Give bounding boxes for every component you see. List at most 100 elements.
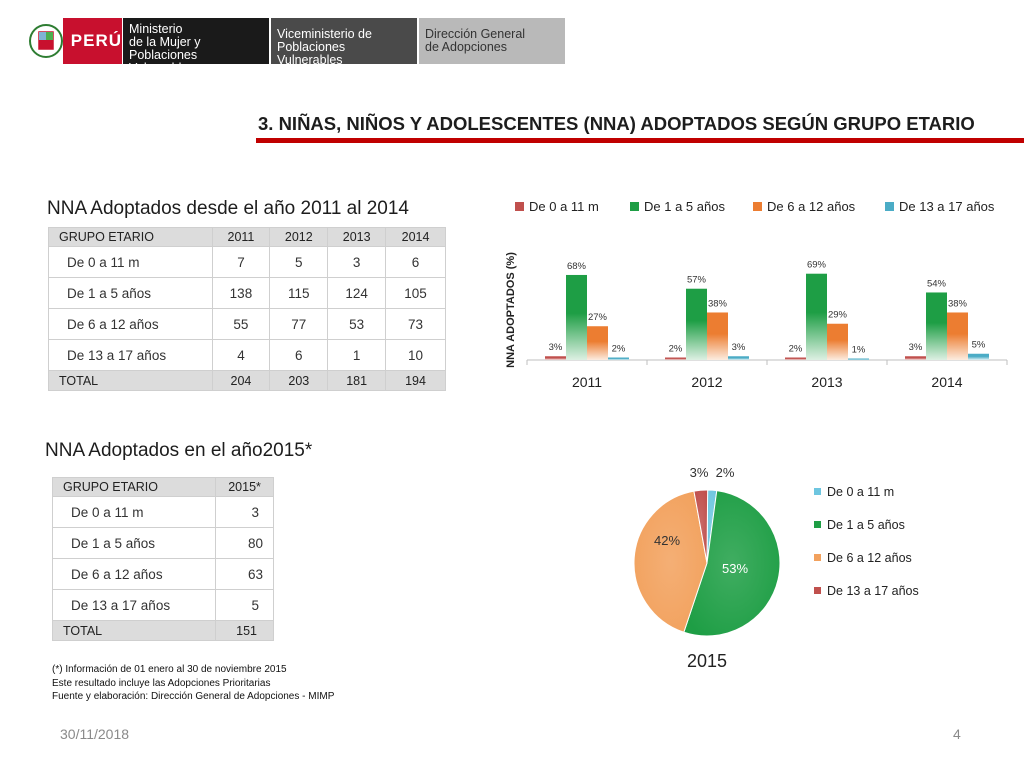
table-row: De 13 a 17 años 4 6 1 10 [48,339,446,371]
header-cell: GRUPO ETARIO [48,227,213,247]
pie-label: 3% [690,465,709,480]
row-label: De 13 a 17 años [51,589,217,621]
legend-label: De 6 a 12 años [827,551,912,565]
data-label: 3% [909,342,923,353]
ministry-line-3: Poblaciones Vulnerables [129,48,198,75]
total-label: TOTAL [48,370,213,391]
row-label: De 0 a 11 m [48,246,213,278]
data-label: 2% [669,343,683,354]
cell: 105 [385,277,446,309]
peru-logo-text: PERÚ [70,31,122,50]
page-title: 3. NIÑAS, NIÑOS Y ADOLESCENTES (NNA) ADO… [258,113,975,134]
table-header-row: GRUPO ETARIO 2011 2012 2013 2014 [48,227,446,247]
total-cell: 151 [215,620,274,641]
peru-logo: PERÚ [26,18,122,64]
data-label: 54% [927,278,947,289]
bar-chart-2011-2014: De 0 a 11 m De 1 a 5 años De 6 a 12 años De… [505,199,1008,390]
cell: 5 [269,246,329,278]
data-label: 27% [588,312,608,323]
bar [806,273,827,360]
header-cell: 2013 [327,227,387,247]
title-underline [256,138,1024,143]
pie-slice [633,490,708,633]
legend-label: De 0 a 11 m [529,199,599,214]
footer-date: 30/11/2018 [60,726,130,742]
cell: 5 [215,589,274,621]
cell: 3 [327,246,387,278]
row-label: De 6 a 12 años [51,558,217,590]
cell: 7 [211,246,271,278]
bar [968,353,989,360]
footnote-line-3: Fuente y elaboración: Dirección General … [52,691,335,702]
row-label: De 13 a 17 años [48,339,213,371]
ministry-line-2: de la Mujer y [129,35,201,49]
cell: 55 [211,308,271,340]
cell: 115 [269,277,329,309]
footnote-line-1: (*) Información de 01 enero al 30 de nov… [52,664,287,675]
table-row: De 13 a 17 años 5 [51,589,274,621]
total-cell: 204 [211,370,271,391]
row-label: De 0 a 11 m [51,496,217,528]
table-total-row: TOTAL 151 [51,620,274,641]
legend-swatch [814,587,821,594]
header-cell: 2012 [269,227,329,247]
pie-label: 2% [716,465,735,480]
data-label: 38% [708,298,728,309]
direction-label: Dirección General de Adopciones [419,18,565,64]
cell: 3 [215,496,274,528]
legend-label: De 1 a 5 años [827,518,905,532]
data-label: 2% [789,343,803,354]
legend-label: De 0 a 11 m [827,485,894,499]
cell: 73 [385,308,446,340]
bar [587,326,608,360]
bar [545,356,566,360]
table-header-row: GRUPO ETARIO 2015* [51,477,274,497]
footnote: (*) Información de 01 enero al 30 de nov… [52,663,334,704]
bar [827,323,848,360]
x-tick-label: 2013 [811,374,842,390]
cell: 10 [385,339,446,371]
bar [785,357,806,360]
row-label: De 1 a 5 años [48,277,213,309]
table-row: De 6 a 12 años 55 77 53 73 [48,308,446,340]
ministry-label: Ministerio de la Mujer y Poblaciones Vul… [123,18,269,75]
cell: 124 [327,277,387,309]
data-label: 3% [549,342,563,353]
cell: 6 [385,246,446,278]
table1-title: NNA Adoptados desde el año 2011 al 2014 [47,198,409,219]
legend-label: De 1 a 5 años [644,199,725,214]
cell: 80 [215,527,274,559]
legend-label: De 13 a 17 años [827,584,919,598]
x-tick-label: 2012 [691,374,722,390]
header-cell: GRUPO ETARIO [51,477,217,497]
data-label: 57% [687,275,707,286]
table-total-row: TOTAL 204 203 181 194 [48,370,446,391]
table-row: De 1 a 5 años 138 115 124 105 [48,277,446,309]
cell: 53 [327,308,387,340]
total-cell: 181 [327,370,387,391]
data-label: 5% [972,340,986,351]
bar [707,312,728,360]
bar [905,356,926,360]
bar [848,358,869,360]
direction-line-2: de Adopciones [425,40,508,54]
table-2015: GRUPO ETARIO 2015* De 0 a 11 m 3 De 1 a … [51,477,274,641]
table-row: De 0 a 11 m 7 5 3 6 [48,246,446,278]
y-axis-label: NNA ADOPTADOS (%) [505,252,517,368]
header-cell: 2015* [215,477,274,497]
data-label: 2% [612,343,626,354]
data-label: 1% [852,345,866,356]
pie-title: 2015 [687,651,727,671]
row-label: De 6 a 12 años [48,308,213,340]
vice-line-1: Viceministerio de [277,27,372,41]
table-row: De 0 a 11 m 3 [51,496,274,528]
bar [686,288,707,360]
legend-swatch [753,202,762,211]
data-label: 38% [948,298,968,309]
data-label: 29% [828,310,848,321]
header-cell: 2011 [211,227,271,247]
legend-swatch [814,521,821,528]
viceministry-label: Viceministerio de Poblaciones Vulnerable… [271,18,417,67]
legend-swatch [630,202,639,211]
table-row: De 6 a 12 años 63 [51,558,274,590]
